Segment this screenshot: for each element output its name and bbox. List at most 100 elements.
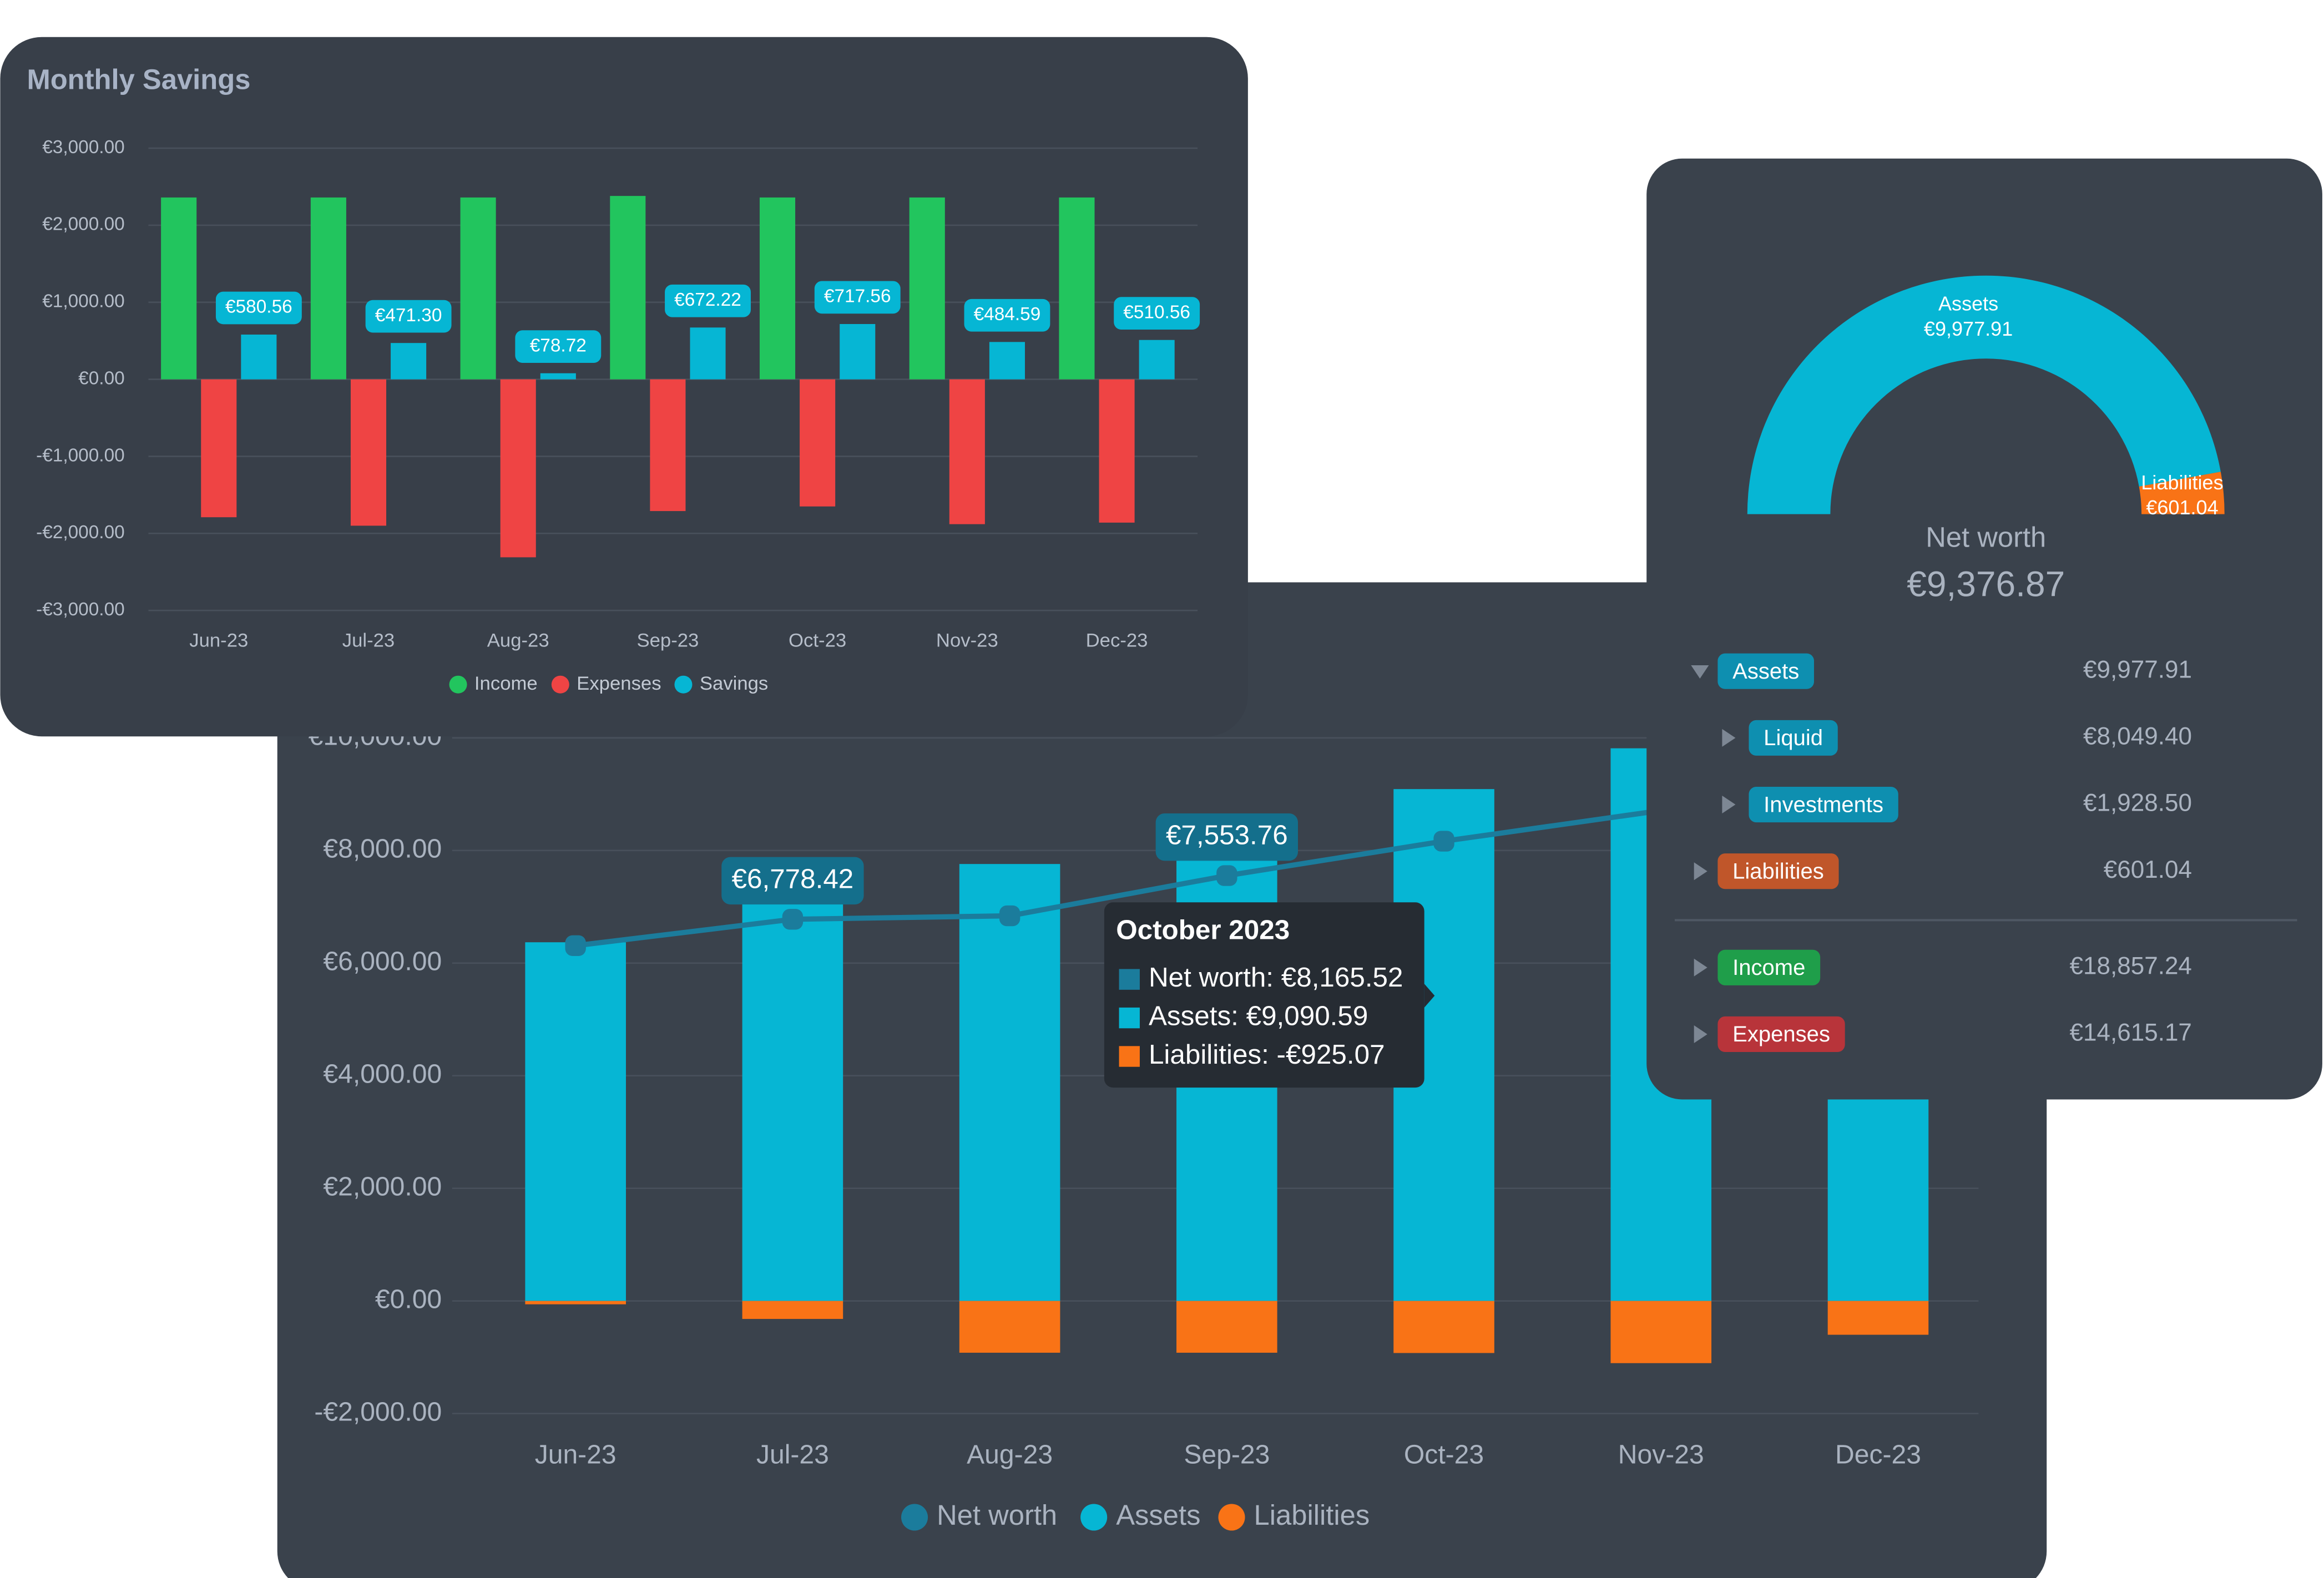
tooltip-marker <box>1119 1007 1140 1029</box>
value-label: €6,778.42 <box>732 863 854 894</box>
account-badge[interactable] <box>1717 1016 1845 1052</box>
bar <box>742 902 843 1301</box>
bar <box>840 323 876 380</box>
value-label-box <box>515 330 602 363</box>
y-tick-label: €8,000.00 <box>323 834 442 864</box>
expand-toggle[interactable] <box>1691 665 1709 679</box>
account-badge[interactable] <box>1717 949 1821 985</box>
net-worth-gauge: Net worth €9,376.87 Assets€9,977.91 Liabi… <box>1747 275 2225 604</box>
bar <box>690 327 726 380</box>
y-tick-label: €3,000.00 <box>42 137 124 158</box>
bar <box>201 379 237 518</box>
account-name[interactable]: Expenses <box>1732 1022 1830 1046</box>
bar <box>800 379 836 507</box>
value-label: €471.30 <box>375 305 442 326</box>
bar <box>241 335 277 380</box>
legend-label[interactable]: Savings <box>700 673 768 694</box>
y-tick-label: €4,000.00 <box>323 1059 442 1089</box>
value-label-box <box>814 281 901 314</box>
account-name[interactable]: Assets <box>1732 659 1799 684</box>
account-name[interactable]: Liabilities <box>1732 859 1824 883</box>
center-value: €9,376.87 <box>1907 564 2065 604</box>
expand-toggle[interactable] <box>1694 862 1707 881</box>
bar <box>540 373 576 380</box>
legend-label[interactable]: Expenses <box>577 673 661 694</box>
x-tick-label: Sep-23 <box>636 630 699 651</box>
account-badge[interactable] <box>1717 653 1815 689</box>
value-label-box <box>365 300 452 333</box>
x-tick-label: Jun-23 <box>535 1440 617 1470</box>
x-tick-label: Oct-23 <box>1404 1440 1484 1470</box>
bar <box>909 197 945 380</box>
bar <box>759 197 796 380</box>
legend-marker <box>551 675 569 694</box>
y-tick-label: -€1,000.00 <box>36 445 125 466</box>
segment-value: €9,977.91 <box>1924 317 2013 340</box>
value-label-box <box>721 857 864 905</box>
bar <box>1176 1301 1277 1353</box>
gauge-segment[interactable] <box>2139 472 2225 514</box>
legend-label[interactable]: Net worth <box>937 1499 1057 1531</box>
account-value: €601.04 <box>2104 856 2192 883</box>
x-tick-label: Dec-23 <box>1835 1440 1921 1470</box>
expand-toggle[interactable] <box>1722 796 1736 814</box>
y-tick-label: -€2,000.00 <box>314 1397 442 1427</box>
y-tick-label: €2,000.00 <box>323 1171 442 1201</box>
legend-marker <box>449 675 467 694</box>
x-tick-label: Jul-23 <box>756 1440 829 1470</box>
bar <box>742 1301 843 1319</box>
x-tick-label: Nov-23 <box>936 630 998 651</box>
x-tick-label: Dec-23 <box>1086 630 1148 651</box>
x-tick-label: Jul-23 <box>342 630 395 651</box>
line-point <box>1433 831 1454 852</box>
account-badge[interactable] <box>1749 720 1838 756</box>
bar <box>959 864 1060 1301</box>
expand-toggle[interactable] <box>1722 729 1736 747</box>
bar <box>1099 379 1135 523</box>
y-tick-label: -€2,000.00 <box>36 522 125 543</box>
y-tick-label: -€3,000.00 <box>36 599 125 620</box>
bar <box>1139 340 1175 380</box>
gauge-segment[interactable] <box>1747 275 2221 514</box>
tooltip-marker <box>1119 969 1140 990</box>
account-name[interactable]: Income <box>1732 955 1805 980</box>
bar <box>1059 197 1095 380</box>
expand-toggle[interactable] <box>1694 958 1707 977</box>
value-label: €717.56 <box>824 286 891 307</box>
bar <box>350 379 387 526</box>
center-label: Net worth <box>1926 521 2046 553</box>
legend-label[interactable]: Liabilities <box>1254 1499 1370 1531</box>
value-label: €484.59 <box>974 304 1041 325</box>
x-tick-label: Aug-23 <box>967 1440 1053 1470</box>
expand-toggle[interactable] <box>1694 1025 1707 1043</box>
legend-label[interactable]: Income <box>474 673 538 694</box>
bar <box>949 379 985 524</box>
account-badge[interactable] <box>1749 786 1898 823</box>
value-label: €672.22 <box>674 290 741 310</box>
account-name[interactable]: Liquid <box>1764 726 1823 750</box>
bar <box>500 379 536 558</box>
bar <box>161 197 197 380</box>
y-tick-label: €0.00 <box>375 1284 442 1314</box>
bar <box>391 343 427 380</box>
bar <box>1393 1301 1494 1353</box>
value-label: €580.56 <box>225 297 292 317</box>
account-name[interactable]: Investments <box>1764 792 1883 817</box>
legend-marker <box>1080 1504 1108 1531</box>
legend-marker <box>674 675 693 694</box>
account-value: €18,857.24 <box>2069 952 2191 979</box>
legend-marker <box>901 1504 928 1531</box>
y-tick-label: €1,000.00 <box>42 291 124 312</box>
value-label-box <box>1155 813 1299 861</box>
bar <box>650 379 686 512</box>
savings-chart: Monthly Savings -€3,000.00 -€2,000.00 -€1,… <box>27 63 1200 694</box>
bar <box>310 197 346 380</box>
legend-label[interactable]: Assets <box>1116 1499 1200 1531</box>
bar <box>525 942 626 1301</box>
value-label-box <box>215 291 302 325</box>
line-point <box>782 909 804 930</box>
tooltip-line: Liabilities: -€925.07 <box>1149 1039 1385 1070</box>
chart-title: Monthly Savings <box>27 63 250 95</box>
account-badge[interactable] <box>1717 853 1839 889</box>
